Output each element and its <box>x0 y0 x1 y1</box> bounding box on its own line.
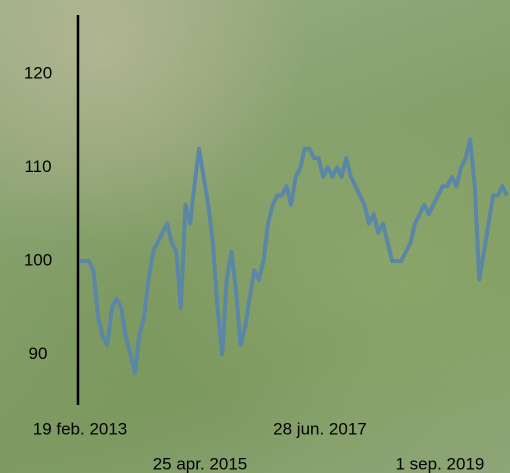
y-tick-label: 120 <box>24 63 52 82</box>
y-tick-label: 100 <box>24 250 52 269</box>
page: 90 100 110 120 19 feb. 2013 25 apr. 2015 28 ju… <box>0 0 510 473</box>
y-tick-label: 90 <box>29 344 48 363</box>
x-tick-label: 19 feb. 2013 <box>33 419 128 438</box>
line <box>80 139 507 373</box>
x-tick-label: 25 apr. 2015 <box>153 454 248 473</box>
x-tick-label: 28 jun. 2017 <box>273 419 367 438</box>
y-tick-label: 110 <box>24 157 51 176</box>
chart: 90 100 110 120 19 feb. 2013 25 apr. 2015 28 ju… <box>0 0 510 473</box>
x-tick-label: 1 sep. 2019 <box>396 454 485 473</box>
